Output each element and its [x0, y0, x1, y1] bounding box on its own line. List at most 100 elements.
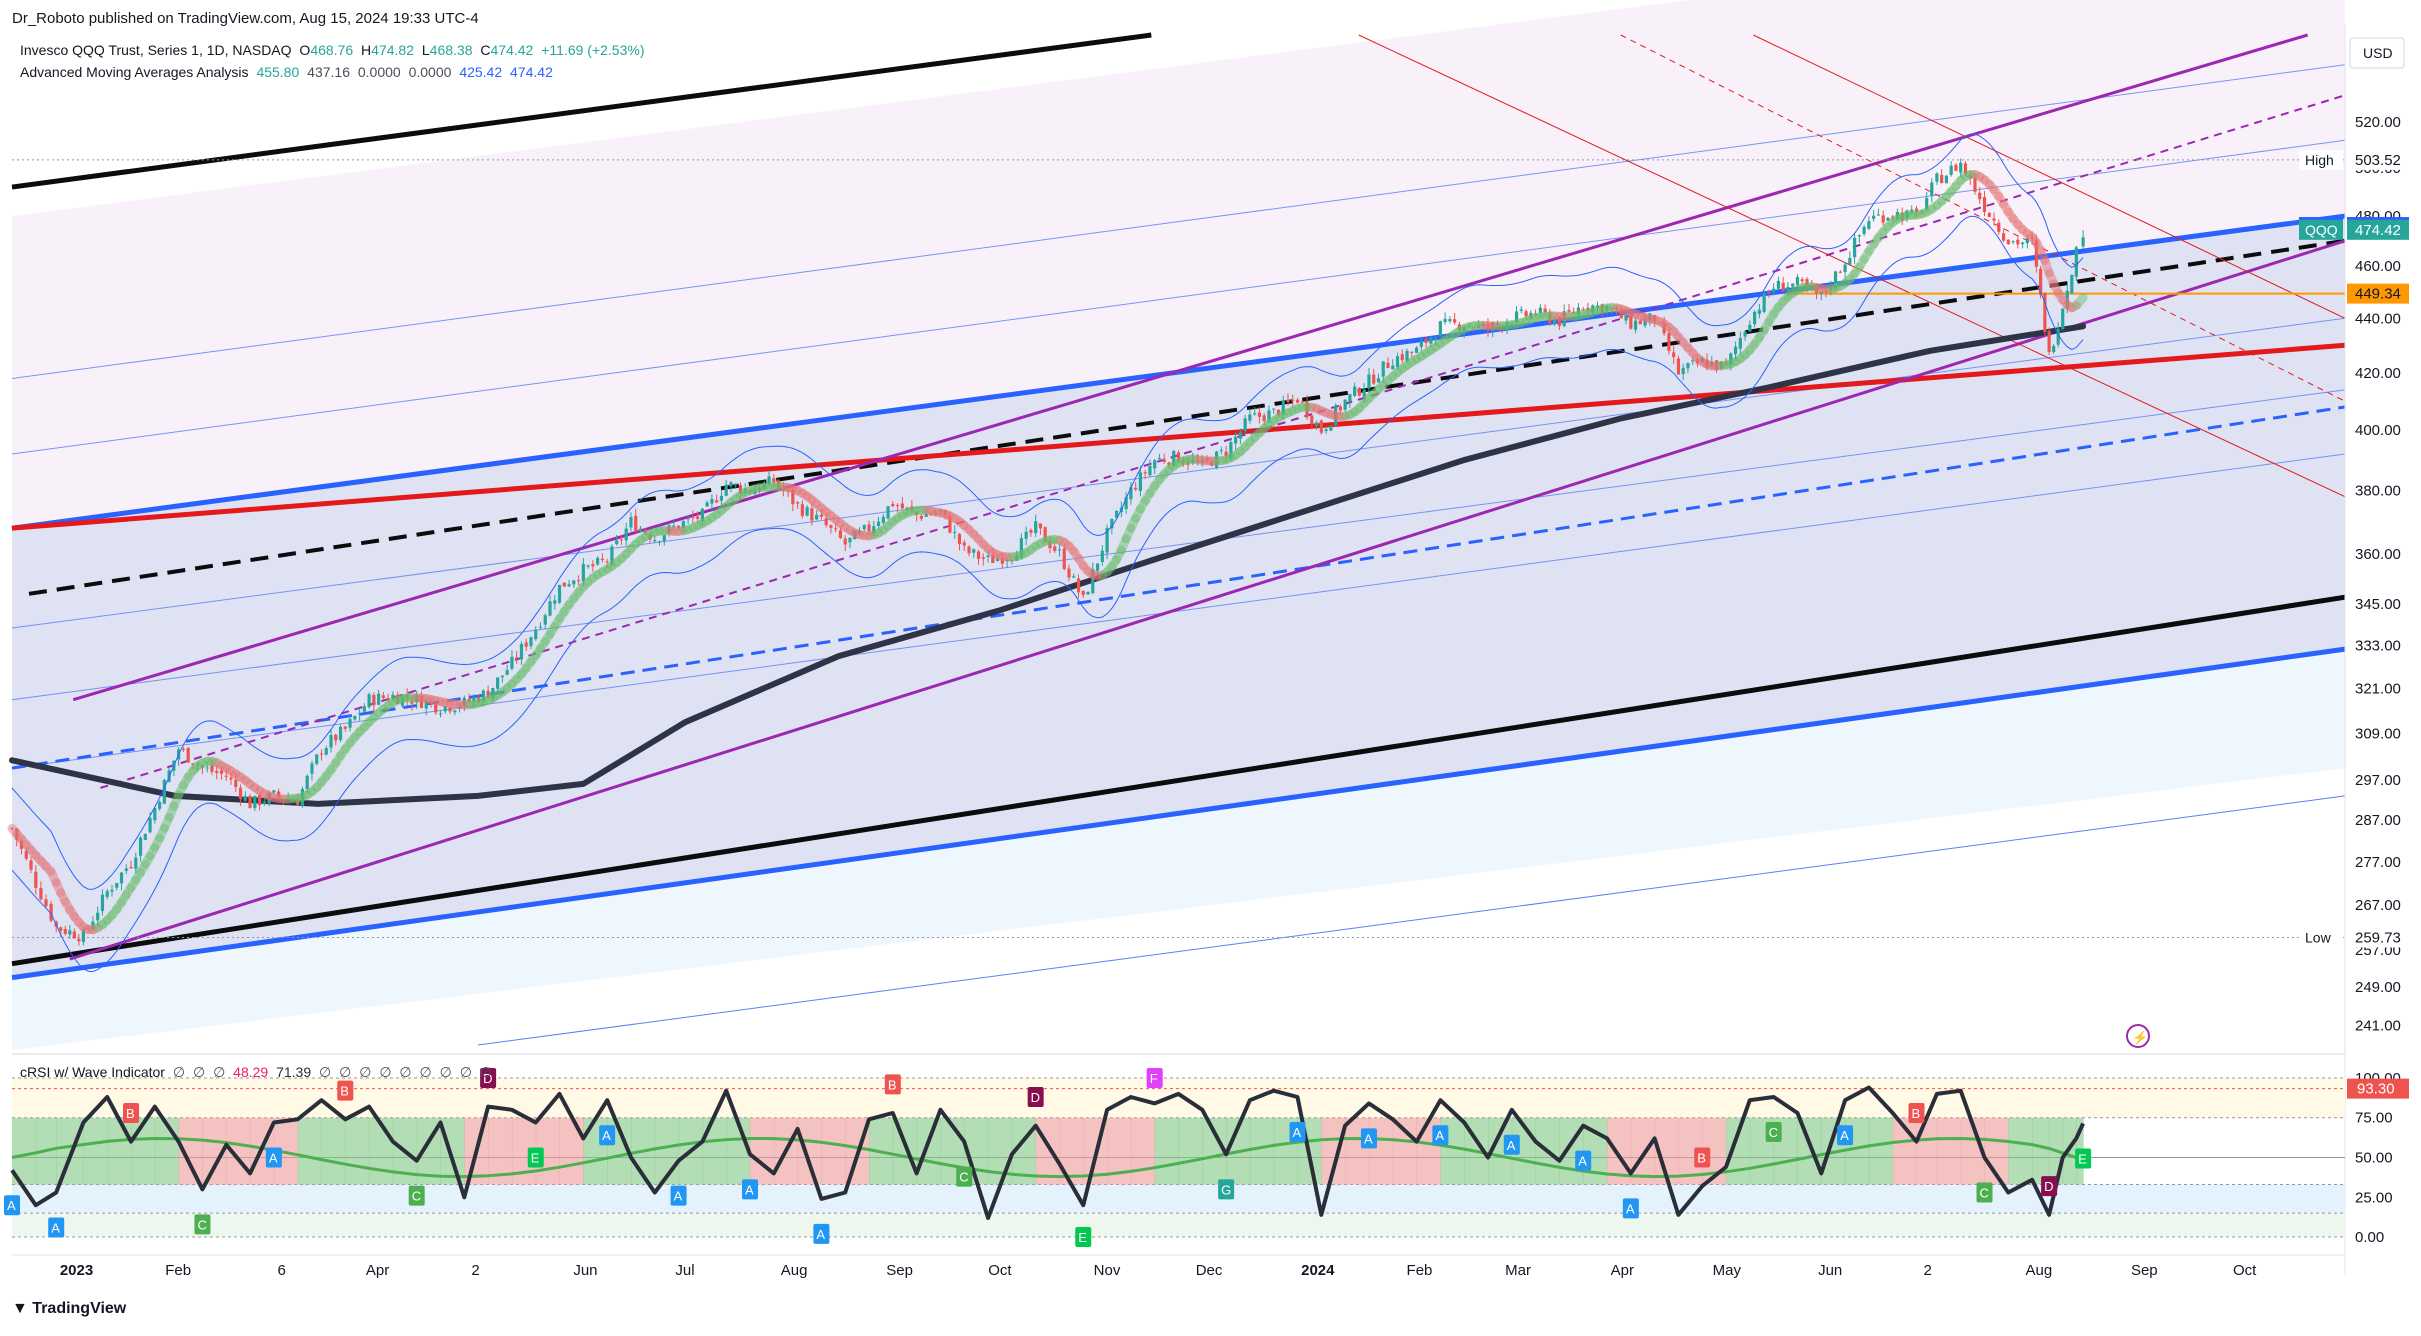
- candle-body: [439, 713, 442, 714]
- time-tick-label: 2: [1923, 1262, 1931, 1279]
- candle-body: [629, 517, 632, 527]
- signal-label-text: A: [269, 1151, 278, 1166]
- crsi-wave-block: [917, 1118, 941, 1185]
- candle-body: [972, 549, 975, 552]
- candle-body: [1320, 421, 1323, 433]
- low-label: L: [422, 42, 430, 58]
- candle-body: [558, 585, 561, 603]
- signal-label: A: [266, 1148, 282, 1168]
- price-tag: 449.34: [2347, 284, 2409, 304]
- candle-body: [1077, 579, 1080, 593]
- symbol-legend[interactable]: Invesco QQQ Trust, Series 1, 1D, NASDAQ …: [20, 42, 645, 58]
- crsi-legend[interactable]: cRSI w/ Wave Indicator ∅ ∅ ∅ 48.29 71.39…: [20, 1064, 492, 1081]
- signal-label-text: F: [1150, 1071, 1158, 1086]
- candle-body: [1053, 546, 1056, 550]
- price-tag-value: 259.73: [2355, 929, 2401, 946]
- candle-body: [206, 767, 209, 768]
- candle-body: [806, 507, 809, 515]
- candle-body: [1867, 221, 1870, 229]
- candle-body: [1935, 173, 1938, 181]
- candle-body: [96, 913, 99, 921]
- candle-body: [1524, 311, 1527, 316]
- candle-body: [2052, 346, 2055, 352]
- crsi-title[interactable]: cRSI w/ Wave Indicator: [20, 1064, 165, 1080]
- candle-body: [358, 713, 361, 714]
- candle-body: [1983, 197, 1986, 212]
- candle-body: [77, 939, 80, 941]
- price-tag-name: High: [2305, 152, 2334, 168]
- indicator-legend[interactable]: Advanced Moving Averages Analysis 455.80…: [20, 64, 553, 80]
- time-tick-label: 2024: [1301, 1262, 1335, 1279]
- candle-body: [1767, 292, 1770, 293]
- candle-body: [539, 627, 542, 628]
- crsi-wave-block: [1937, 1118, 1961, 1185]
- candle-body: [248, 796, 251, 808]
- price-tick-label: 345.00: [2355, 596, 2401, 613]
- signal-label: C: [194, 1214, 210, 1234]
- candle-body: [1296, 400, 1299, 403]
- signal-label-text: C: [412, 1189, 421, 1204]
- crsi-wave-block: [2032, 1118, 2050, 1185]
- crsi-wave-block: [1345, 1118, 1369, 1185]
- candle-body: [1329, 426, 1332, 431]
- candle-body: [310, 763, 313, 773]
- price-tick-label: 321.00: [2355, 681, 2401, 698]
- candle-body: [2002, 233, 2005, 240]
- candle-body: [977, 552, 980, 559]
- candle-body: [1344, 400, 1347, 410]
- candle-body: [1973, 178, 1976, 192]
- crsi-wave-block: [1131, 1118, 1155, 1185]
- candle: [187, 747, 190, 763]
- candle-body: [306, 776, 309, 789]
- indicator-value: 455.80: [256, 64, 299, 80]
- signal-label-text: A: [1435, 1128, 1444, 1143]
- signal-label-text: B: [1697, 1151, 1706, 1166]
- signal-label-text: C: [197, 1217, 206, 1232]
- candle-body: [263, 802, 266, 803]
- indicator-title[interactable]: Advanced Moving Averages Analysis: [20, 64, 249, 80]
- candle-body: [329, 735, 332, 747]
- candle-body: [334, 735, 337, 741]
- candle-body: [1954, 165, 1957, 171]
- candle-body: [44, 899, 47, 906]
- low-value: 468.38: [430, 42, 473, 58]
- candle-body: [1072, 576, 1075, 577]
- candle-body: [1429, 337, 1432, 344]
- signal-label-text: G: [1221, 1182, 1231, 1197]
- crsi-value: ∅: [319, 1064, 331, 1080]
- crsi-value: ∅: [213, 1064, 225, 1080]
- candle: [339, 725, 342, 743]
- candle-body: [1686, 363, 1689, 368]
- candle-body: [1634, 321, 1637, 330]
- candle-body: [1753, 312, 1756, 324]
- tradingview-logo[interactable]: ▼ TradingView: [12, 1300, 126, 1318]
- candle-body: [710, 499, 713, 504]
- candle-body: [1420, 341, 1423, 347]
- signal-label-text: A: [1578, 1154, 1587, 1169]
- candle-body: [1520, 309, 1523, 310]
- crsi-wave-block: [83, 1118, 107, 1185]
- signal-label: A: [1361, 1128, 1377, 1148]
- candle-body: [1220, 450, 1223, 451]
- candle-body: [1263, 415, 1266, 421]
- candle-body: [986, 556, 989, 557]
- crsi-wave-block: [1179, 1118, 1203, 1185]
- crsi-wave-block: [1250, 1118, 1274, 1185]
- symbol-title[interactable]: Invesco QQQ Trust, Series 1, 1D, NASDAQ: [20, 42, 292, 58]
- candle-body: [1791, 284, 1794, 287]
- candle-body: [1945, 176, 1948, 183]
- candle: [1439, 321, 1442, 337]
- indicator-value: 0.0000: [358, 64, 401, 80]
- candle-body: [2011, 241, 2014, 242]
- crsi-wave-block: [1869, 1118, 1893, 1185]
- candle-body: [982, 557, 985, 559]
- signal-label: G: [1218, 1179, 1234, 1199]
- candle-body: [258, 795, 261, 805]
- price-tick-label: 249.00: [2355, 979, 2401, 996]
- time-tick-label: Oct: [988, 1262, 1012, 1279]
- candle-body: [344, 727, 347, 729]
- candle-body: [1377, 378, 1380, 382]
- signal-label: C: [409, 1186, 425, 1206]
